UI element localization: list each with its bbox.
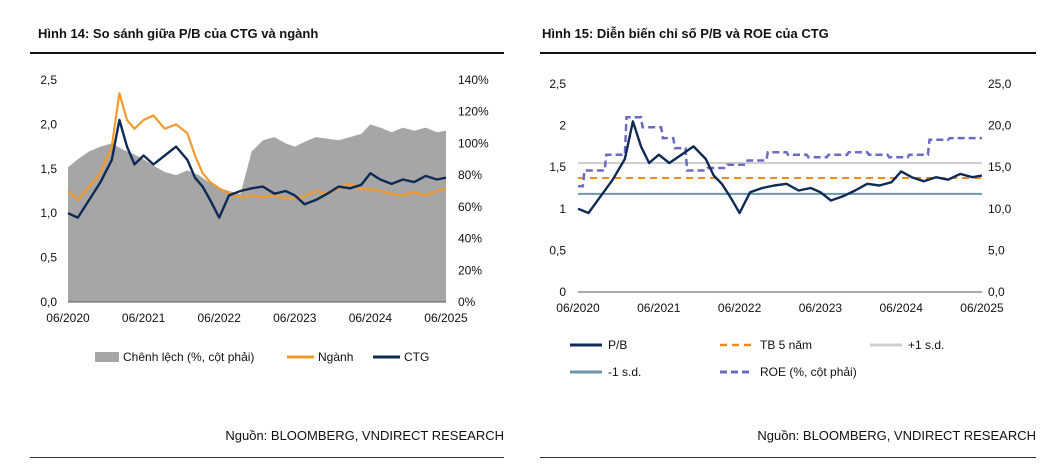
y-left-tick-label: 0	[559, 285, 566, 299]
y-left-tick-label: 0,5	[40, 251, 57, 265]
figure-15-bottom-rule	[540, 457, 1036, 458]
legend-label-roe: ROE (%, cột phải)	[760, 365, 857, 379]
x-tick-label: 06/2020	[46, 311, 90, 325]
x-tick-label: 06/2023	[799, 301, 843, 315]
y-left-tick-label: 2,5	[549, 77, 566, 91]
y-right-tick-label: 0%	[458, 295, 476, 309]
x-tick-label: 06/2022	[198, 311, 242, 325]
y-right-tick-label: 80%	[458, 168, 482, 182]
y-left-tick-label: 1,5	[549, 160, 566, 174]
y-right-tick-label: 20,0	[988, 119, 1012, 133]
series-nganh-line	[67, 92, 447, 201]
series-pb-line	[577, 120, 983, 215]
figure-15-panel: Hình 15: Diễn biến chỉ số P/B và ROE của…	[530, 0, 1048, 465]
x-tick-label: 06/2021	[637, 301, 681, 315]
legend-label-pb: P/B	[608, 338, 627, 352]
y-right-tick-label: 15,0	[988, 160, 1012, 174]
legend-label-tb5: TB 5 năm	[760, 338, 812, 352]
x-tick-label: 06/2025	[424, 311, 468, 325]
series-roe-line	[578, 116, 982, 188]
figure-14-title: Hình 14: So sánh giữa P/B của CTG và ngà…	[38, 26, 319, 41]
legend-label-ctg: CTG	[404, 350, 429, 364]
legend-label-chenh-lech: Chênh lệch (%, cột phải)	[123, 350, 254, 364]
y-right-tick-label: 10,0	[988, 202, 1012, 216]
figure-14-bottom-rule	[30, 457, 504, 458]
legend-label-nganh: Ngành	[318, 350, 353, 364]
figure-15-title-rule	[540, 52, 1036, 54]
y-right-tick-label: 0,0	[988, 285, 1005, 299]
figure-15-title: Hình 15: Diễn biến chỉ số P/B và ROE của…	[542, 26, 829, 41]
x-tick-label: 06/2024	[349, 311, 393, 325]
y-right-tick-label: 5,0	[988, 243, 1005, 257]
legend-label-plus1sd: +1 s.d.	[908, 338, 944, 352]
x-tick-label: 06/2024	[880, 301, 924, 315]
figure-15-source: Nguồn: BLOOMBERG, VNDIRECT RESEARCH	[757, 428, 1036, 443]
y-left-tick-label: 0,0	[40, 295, 57, 309]
y-right-tick-label: 100%	[458, 136, 489, 150]
y-left-tick-label: 2	[559, 119, 566, 133]
y-right-tick-label: 40%	[458, 232, 482, 246]
y-right-tick-label: 60%	[458, 200, 482, 214]
y-left-tick-label: 1,0	[40, 206, 57, 220]
figure-14-source: Nguồn: BLOOMBERG, VNDIRECT RESEARCH	[225, 428, 504, 443]
y-right-tick-label: 140%	[458, 73, 489, 87]
y-left-tick-label: 1	[559, 202, 566, 216]
series-chenh-lech-area	[68, 124, 446, 303]
figure-15-chart: 0 0,5 1 1,5 2 2,5 0,0 5,0 10,0 15,0 20,0 25,0 06/202…	[549, 77, 1012, 379]
x-tick-label: 06/2020	[556, 301, 600, 315]
figure-14-chart: 0,0 0,5 1,0 1,5 2,0 2,5 0% 20% 40% 60% 80% 100% 120%…	[40, 73, 489, 364]
x-tick-label: 06/2022	[718, 301, 762, 315]
y-left-tick-label: 1,5	[40, 162, 57, 176]
y-left-tick-label: 2,5	[40, 73, 57, 87]
y-right-tick-label: 120%	[458, 105, 489, 119]
x-tick-label: 06/2023	[273, 311, 317, 325]
x-tick-label: 06/2021	[122, 311, 166, 325]
legend-swatch-chenh-lech	[95, 352, 119, 362]
series-ctg-line	[67, 118, 447, 219]
y-left-tick-label: 0,5	[549, 243, 566, 257]
legend-label-minus1sd: -1 s.d.	[608, 365, 641, 379]
y-right-tick-label: 20%	[458, 263, 482, 277]
figure-14-title-rule	[30, 52, 504, 54]
figure-14-panel: Hình 14: So sánh giữa P/B của CTG và ngà…	[0, 0, 520, 465]
x-tick-label: 06/2025	[960, 301, 1004, 315]
y-right-tick-label: 25,0	[988, 77, 1012, 91]
y-left-tick-label: 2,0	[40, 117, 57, 131]
